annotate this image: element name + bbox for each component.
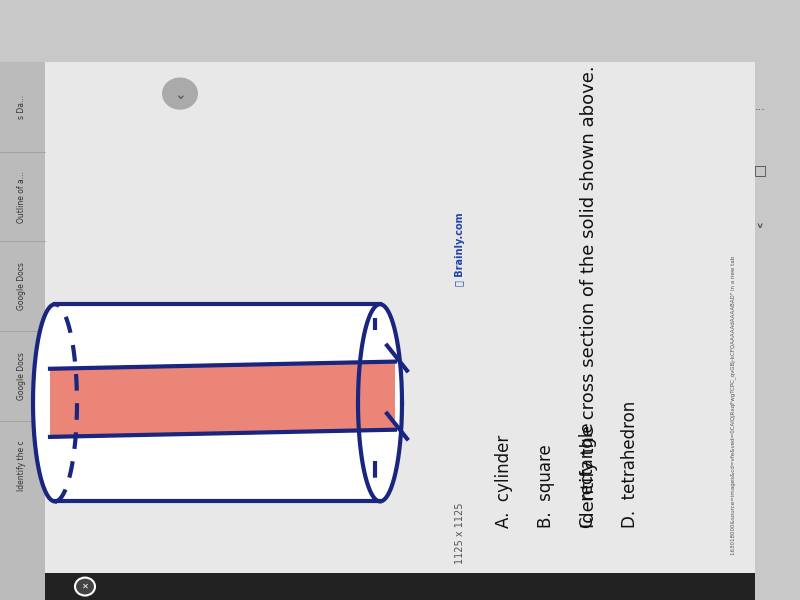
Text: 163018000&source=images&cd=vfe&ved=0CAIQjRxqFwgTCPC_qvGBj-kCFQAAAAAdAAAABAD" in : 163018000&source=images&cd=vfe&ved=0CAIQ… bbox=[730, 256, 736, 555]
Text: ...: ... bbox=[754, 102, 766, 112]
Text: ˅: ˅ bbox=[756, 224, 764, 242]
Polygon shape bbox=[55, 304, 380, 502]
Text: □: □ bbox=[754, 163, 766, 177]
Polygon shape bbox=[33, 304, 77, 502]
Text: C.  rectangle: C. rectangle bbox=[579, 422, 597, 528]
Text: Identify the cross section of the solid shown above.: Identify the cross section of the solid … bbox=[580, 65, 598, 528]
Text: 1125 x 1125: 1125 x 1125 bbox=[455, 503, 465, 564]
Text: 🔵 Brainly.com: 🔵 Brainly.com bbox=[455, 212, 465, 286]
Text: Identify the c: Identify the c bbox=[18, 440, 26, 491]
Text: ⌄: ⌄ bbox=[174, 88, 186, 103]
Circle shape bbox=[75, 578, 95, 596]
Text: A.  cylinder: A. cylinder bbox=[495, 435, 513, 528]
Text: B.  square: B. square bbox=[537, 445, 555, 528]
Text: Outline of a...: Outline of a... bbox=[18, 171, 26, 223]
Bar bbox=[45, 573, 755, 600]
Text: Google Docs: Google Docs bbox=[18, 352, 26, 400]
Circle shape bbox=[162, 77, 198, 110]
Text: D.  tetrahedron: D. tetrahedron bbox=[621, 401, 639, 528]
Bar bbox=[0, 62, 45, 600]
Bar bbox=[45, 62, 755, 573]
Text: ✕: ✕ bbox=[82, 582, 89, 591]
Text: Google Docs: Google Docs bbox=[18, 262, 26, 310]
Text: s Da...: s Da... bbox=[18, 95, 26, 119]
Polygon shape bbox=[50, 362, 395, 437]
Polygon shape bbox=[358, 304, 402, 502]
